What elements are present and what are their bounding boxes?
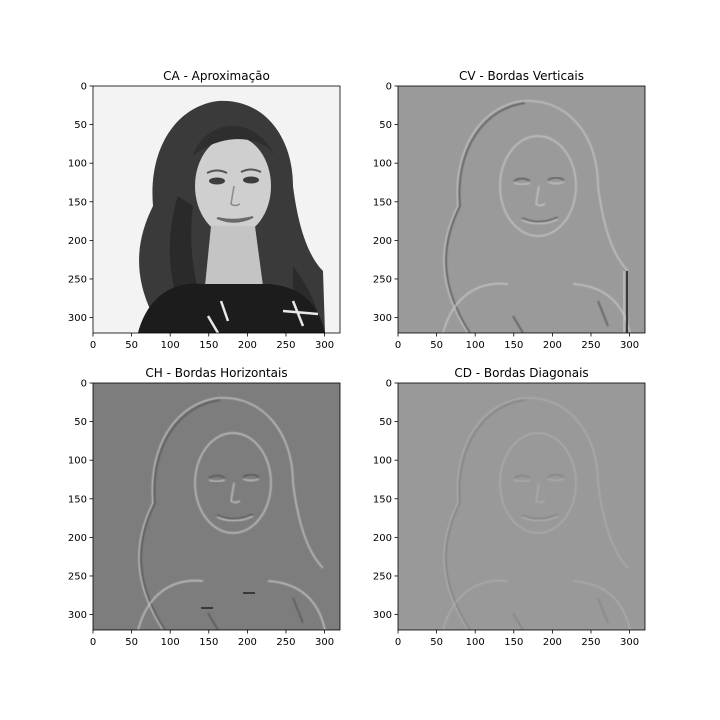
x-tick-label: 100 bbox=[466, 340, 485, 351]
x-tick-label: 0 bbox=[395, 637, 401, 648]
image-background bbox=[93, 383, 340, 630]
x-tick-label: 100 bbox=[161, 340, 180, 351]
subplot-title: CD - Bordas Diagonais bbox=[454, 366, 588, 380]
y-tick-label: 300 bbox=[373, 610, 392, 621]
y-tick-label: 200 bbox=[373, 533, 392, 544]
image-background bbox=[398, 86, 645, 333]
subplot-title: CA - Aproximação bbox=[163, 69, 270, 83]
axes-frame bbox=[92, 85, 341, 334]
y-tick-label: 0 bbox=[386, 82, 392, 93]
x-tick-label: 200 bbox=[238, 340, 257, 351]
x-tick-label: 0 bbox=[90, 340, 96, 351]
axes-frame bbox=[397, 382, 646, 631]
x-tick-label: 300 bbox=[620, 637, 639, 648]
subplot-2: CV - Bordas Verticais 0 50 100 150 200 250 300 0… bbox=[373, 69, 646, 351]
x-tick-label: 250 bbox=[581, 637, 600, 648]
y-tick-label: 50 bbox=[379, 120, 392, 131]
x-tick-label: 150 bbox=[504, 340, 523, 351]
x-tick-label: 150 bbox=[199, 340, 218, 351]
y-tick-label: 50 bbox=[74, 417, 87, 428]
y-tick-label: 300 bbox=[68, 313, 87, 324]
subplot-image bbox=[93, 86, 340, 333]
y-tick-label: 50 bbox=[379, 417, 392, 428]
y-tick-label: 300 bbox=[373, 313, 392, 324]
y-tick-label: 150 bbox=[373, 197, 392, 208]
subplot-title: CV - Bordas Verticais bbox=[459, 69, 584, 83]
y-tick-label: 200 bbox=[68, 236, 87, 247]
x-tick-label: 200 bbox=[543, 637, 562, 648]
subplot-image bbox=[398, 86, 645, 333]
subplot-image bbox=[93, 383, 340, 630]
y-tick-label: 250 bbox=[373, 274, 392, 285]
y-tick-label: 150 bbox=[68, 197, 87, 208]
x-tick-label: 300 bbox=[315, 637, 334, 648]
x-tick-label: 50 bbox=[430, 340, 443, 351]
axes-frame bbox=[92, 382, 341, 631]
x-tick-label: 0 bbox=[90, 637, 96, 648]
x-tick-label: 200 bbox=[238, 637, 257, 648]
y-tick-label: 50 bbox=[74, 120, 87, 131]
subplot-image bbox=[398, 383, 645, 630]
x-tick-label: 50 bbox=[125, 637, 138, 648]
y-tick-label: 200 bbox=[373, 236, 392, 247]
image-background bbox=[398, 383, 645, 630]
x-tick-label: 150 bbox=[504, 637, 523, 648]
y-tick-label: 100 bbox=[68, 159, 87, 170]
x-tick-label: 100 bbox=[161, 637, 180, 648]
y-tick-label: 0 bbox=[81, 379, 87, 390]
y-tick-label: 250 bbox=[68, 274, 87, 285]
y-tick-label: 0 bbox=[81, 82, 87, 93]
x-tick-label: 100 bbox=[466, 637, 485, 648]
x-tick-label: 250 bbox=[276, 340, 295, 351]
subplot-1: CA - Aproximação 0 50 100 150 200 250 300 0 50 100… bbox=[68, 69, 341, 351]
x-tick-label: 250 bbox=[581, 340, 600, 351]
subplot-title: CH - Bordas Horizontais bbox=[145, 366, 287, 380]
x-tick-label: 0 bbox=[395, 340, 401, 351]
subplot-4: CD - Bordas Diagonais 0 50 100 150 200 250 300 0… bbox=[373, 366, 646, 648]
y-tick-label: 100 bbox=[373, 456, 392, 467]
y-tick-label: 150 bbox=[373, 494, 392, 505]
subplot-3: CH - Bordas Horizontais 0 50 100 150 200 250 30… bbox=[68, 366, 341, 648]
x-tick-label: 300 bbox=[315, 340, 334, 351]
x-tick-label: 200 bbox=[543, 340, 562, 351]
axes-frame bbox=[397, 85, 646, 334]
y-tick-label: 150 bbox=[68, 494, 87, 505]
x-tick-label: 250 bbox=[276, 637, 295, 648]
x-tick-label: 50 bbox=[430, 637, 443, 648]
y-tick-label: 200 bbox=[68, 533, 87, 544]
x-tick-label: 300 bbox=[620, 340, 639, 351]
x-tick-label: 150 bbox=[199, 637, 218, 648]
y-tick-label: 250 bbox=[68, 571, 87, 582]
y-tick-label: 100 bbox=[373, 159, 392, 170]
y-tick-label: 100 bbox=[68, 456, 87, 467]
y-tick-label: 0 bbox=[386, 379, 392, 390]
x-tick-label: 50 bbox=[125, 340, 138, 351]
y-tick-label: 300 bbox=[68, 610, 87, 621]
y-tick-label: 250 bbox=[373, 571, 392, 582]
